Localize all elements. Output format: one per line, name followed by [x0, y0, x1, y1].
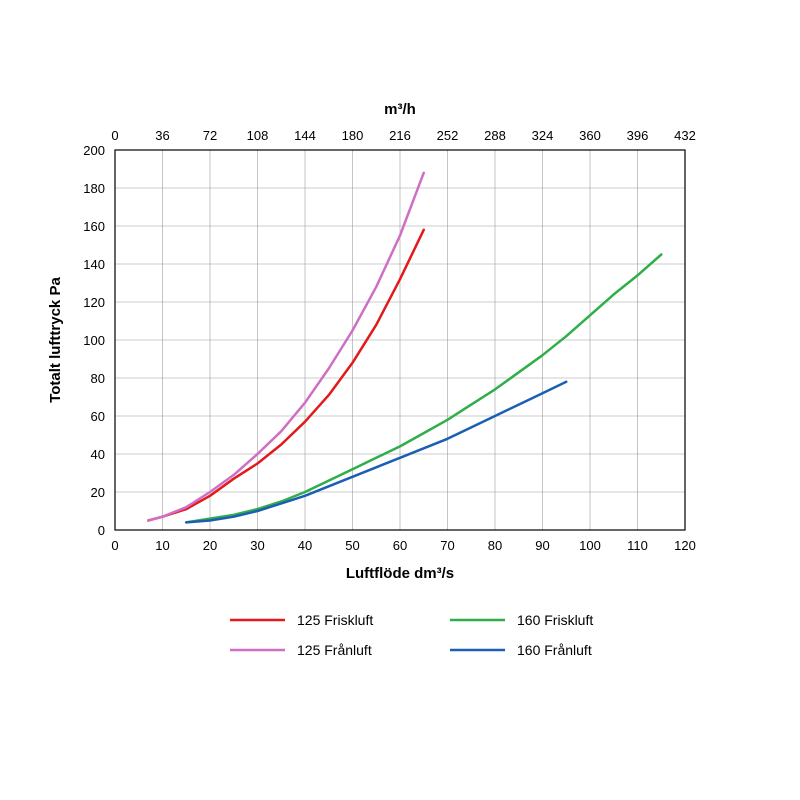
legend-label: 125 Frånluft	[297, 642, 372, 658]
x-bottom-tick: 10	[155, 538, 169, 553]
x-bottom-tick: 60	[393, 538, 407, 553]
x-top-tick: 360	[579, 128, 601, 143]
legend-label: 125 Friskluft	[297, 612, 373, 628]
x-top-label: m³/h	[384, 101, 416, 118]
legend-label: 160 Frånluft	[517, 642, 592, 658]
x-bottom-tick: 120	[674, 538, 696, 553]
y-label: Totalt lufttryck Pa	[47, 277, 64, 403]
x-top-tick: 36	[155, 128, 169, 143]
y-tick: 140	[83, 257, 105, 272]
x-top-tick: 252	[437, 128, 459, 143]
y-tick: 20	[91, 485, 105, 500]
x-top-tick: 0	[111, 128, 118, 143]
chart-svg: 0 10 20 30 40 50 60 70 80 90 100 110 120 0 36 72 108 144 1…	[0, 0, 800, 800]
x-bottom-tick: 40	[298, 538, 312, 553]
x-top-tick: 324	[532, 128, 554, 143]
x-bottom-label: Luftflöde dm³/s	[346, 565, 454, 582]
y-tick: 80	[91, 371, 105, 386]
x-bottom-tick: 100	[579, 538, 601, 553]
y-tick: 0	[98, 523, 105, 538]
legend-label: 160 Friskluft	[517, 612, 593, 628]
x-top-tick: 144	[294, 128, 316, 143]
x-top-tick: 180	[342, 128, 364, 143]
x-top-tick: 72	[203, 128, 217, 143]
x-top-tick: 216	[389, 128, 411, 143]
y-tick: 60	[91, 409, 105, 424]
x-top-tick: 288	[484, 128, 506, 143]
x-bottom-tick: 90	[535, 538, 549, 553]
x-bottom-tick: 0	[111, 538, 118, 553]
y-tick: 120	[83, 295, 105, 310]
x-top-tick: 432	[674, 128, 696, 143]
pressure-flow-chart: 0 10 20 30 40 50 60 70 80 90 100 110 120 0 36 72 108 144 1…	[0, 0, 800, 800]
x-top-tick: 108	[247, 128, 269, 143]
x-bottom-tick: 30	[250, 538, 264, 553]
y-tick: 160	[83, 219, 105, 234]
y-tick: 180	[83, 181, 105, 196]
y-tick: 200	[83, 143, 105, 158]
y-tick: 40	[91, 447, 105, 462]
x-bottom-tick: 70	[440, 538, 454, 553]
x-top-tick: 396	[627, 128, 649, 143]
x-bottom-tick: 80	[488, 538, 502, 553]
x-bottom-tick: 110	[627, 538, 648, 553]
x-bottom-tick: 50	[345, 538, 359, 553]
y-tick: 100	[83, 333, 105, 348]
x-bottom-tick: 20	[203, 538, 217, 553]
